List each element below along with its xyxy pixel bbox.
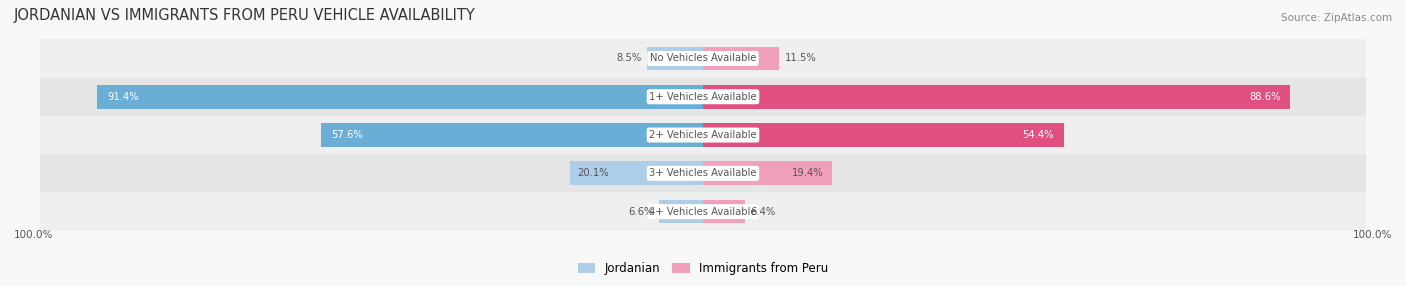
Bar (647, 47, 703, 70)
Text: 100.0%: 100.0% (14, 230, 53, 240)
Bar (41, 78, 1365, 116)
Text: 100.0%: 100.0% (1353, 230, 1392, 240)
Text: 4+ Vehicles Available: 4+ Vehicles Available (650, 206, 756, 217)
Text: Source: ZipAtlas.com: Source: ZipAtlas.com (1281, 13, 1392, 23)
Bar (41, 192, 1365, 231)
Bar (659, 200, 703, 223)
Text: 2+ Vehicles Available: 2+ Vehicles Available (650, 130, 756, 140)
Bar (41, 116, 1365, 154)
Legend: Jordanian, Immigrants from Peru: Jordanian, Immigrants from Peru (578, 262, 828, 275)
Text: 54.4%: 54.4% (1022, 130, 1053, 140)
Bar (569, 162, 703, 185)
Text: 20.1%: 20.1% (578, 168, 609, 178)
Bar (41, 154, 1365, 192)
Bar (703, 47, 779, 70)
Bar (703, 85, 1291, 109)
Text: No Vehicles Available: No Vehicles Available (650, 53, 756, 63)
Text: 1+ Vehicles Available: 1+ Vehicles Available (650, 92, 756, 102)
Text: 3+ Vehicles Available: 3+ Vehicles Available (650, 168, 756, 178)
Text: 6.6%: 6.6% (628, 206, 654, 217)
Bar (41, 39, 1365, 78)
Bar (97, 85, 703, 109)
Text: 6.4%: 6.4% (751, 206, 776, 217)
Text: 19.4%: 19.4% (792, 168, 824, 178)
Text: 8.5%: 8.5% (616, 53, 641, 63)
Bar (703, 162, 831, 185)
Bar (703, 123, 1063, 147)
Bar (703, 200, 745, 223)
Text: 91.4%: 91.4% (107, 92, 139, 102)
Bar (321, 123, 703, 147)
Text: JORDANIAN VS IMMIGRANTS FROM PERU VEHICLE AVAILABILITY: JORDANIAN VS IMMIGRANTS FROM PERU VEHICL… (14, 8, 475, 23)
Text: 57.6%: 57.6% (330, 130, 363, 140)
Text: 88.6%: 88.6% (1249, 92, 1281, 102)
Text: 11.5%: 11.5% (785, 53, 817, 63)
